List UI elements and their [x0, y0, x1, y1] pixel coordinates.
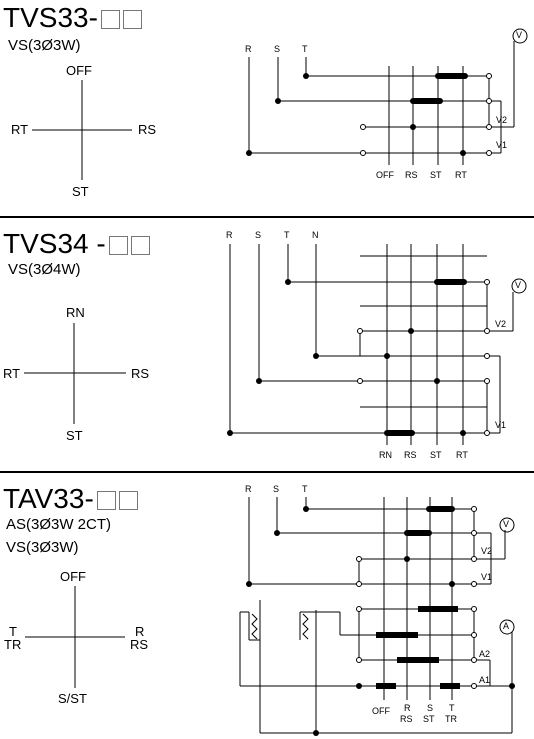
- voltmeter-symbol: V: [516, 30, 523, 40]
- section-divider: [0, 216, 534, 218]
- placeholder-box: [130, 236, 150, 255]
- meter-terminal-label: V2: [495, 319, 507, 329]
- contact-label: RT: [456, 450, 468, 460]
- phase-label: S: [273, 484, 280, 494]
- contact-label: RT: [455, 170, 467, 180]
- contact-label: R: [404, 703, 411, 713]
- contact-label: ST: [423, 714, 435, 724]
- phase-label: T: [302, 484, 308, 494]
- model-subtitle: VS(3Ø4W): [8, 261, 81, 278]
- contact-label: OFF: [376, 170, 394, 180]
- contact-label: RS: [405, 170, 418, 180]
- voltmeter-symbol: V: [515, 280, 522, 290]
- phase-label: S: [255, 230, 262, 240]
- meter-terminal-label: V2: [496, 115, 508, 125]
- phase-label: R: [245, 44, 252, 54]
- ammeter-symbol: A: [503, 621, 510, 631]
- placeholder-box: [100, 10, 120, 29]
- contact-label: T: [449, 703, 455, 713]
- model-title: TVS34 -: [3, 230, 150, 258]
- phase-label: S: [274, 44, 281, 54]
- contact-label: RS: [404, 450, 417, 460]
- position-label-top: OFF: [60, 569, 86, 584]
- placeholder-box: [122, 10, 142, 29]
- position-label-bottom: ST: [72, 184, 89, 199]
- contact-label: ST: [430, 450, 442, 460]
- model-title: TAV33-: [3, 485, 138, 513]
- position-label-left: T: [9, 624, 17, 639]
- position-label-top: OFF: [66, 63, 92, 78]
- contact-label: ST: [430, 170, 442, 180]
- phase-label: R: [226, 230, 233, 240]
- position-label-right: RS: [138, 122, 157, 137]
- phase-label: T: [284, 230, 290, 240]
- position-label-right: RS: [131, 366, 150, 381]
- model-subtitle: AS(3Ø3W 2CT): [6, 516, 112, 533]
- model-title: TVS33-: [3, 4, 142, 32]
- phase-label: N: [312, 230, 319, 240]
- contact-label: OFF: [372, 706, 390, 716]
- position-label-right: R: [135, 624, 145, 639]
- voltmeter-symbol: V: [503, 519, 510, 529]
- contact-label: RN: [379, 450, 392, 460]
- meter-terminal-label: V2: [481, 546, 493, 556]
- position-label-left: RT: [11, 122, 29, 137]
- phase-label: T: [302, 44, 308, 54]
- meter-terminal-label: A2: [479, 649, 491, 659]
- contact-label: RS: [400, 714, 413, 724]
- placeholder-box: [96, 491, 116, 510]
- section-divider: [0, 471, 534, 473]
- meter-terminal-label: V1: [496, 140, 508, 150]
- position-label-right: RS: [130, 637, 149, 652]
- meter-terminal-label: A1: [479, 675, 491, 685]
- position-label-left: RT: [3, 366, 21, 381]
- phase-label: R: [245, 484, 252, 494]
- model-subtitle: VS(3Ø3W): [8, 37, 81, 54]
- position-label-bottom: ST: [66, 428, 83, 443]
- position-label-bottom: S/ST: [58, 691, 87, 706]
- contact-label: TR: [445, 714, 457, 724]
- position-label-left: TR: [4, 637, 22, 652]
- placeholder-box: [108, 236, 128, 255]
- placeholder-box: [118, 491, 138, 510]
- position-label-top: RN: [66, 305, 85, 320]
- meter-terminal-label: V1: [495, 420, 507, 430]
- meter-terminal-label: V1: [481, 572, 493, 582]
- contact-label: S: [427, 703, 434, 713]
- model-subtitle: VS(3Ø3W): [6, 539, 79, 556]
